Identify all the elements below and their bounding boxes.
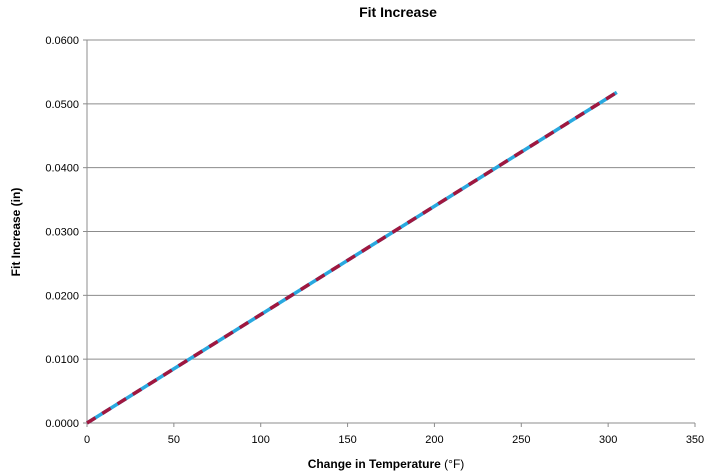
gridlines	[87, 39, 695, 360]
chart-title: Fit Increase	[359, 4, 437, 20]
y-tick-label: 0.0100	[45, 354, 79, 366]
x-axis-unit: (°F)	[444, 457, 464, 471]
series-line-2	[86, 90, 618, 425]
x-tick-label: 300	[599, 434, 617, 446]
axes	[83, 39, 696, 427]
x-axis-label-text: Change in Temperature	[308, 457, 441, 471]
x-tick-label: 200	[425, 434, 443, 446]
x-tick-label: 50	[168, 434, 180, 446]
x-tick-label: 350	[686, 434, 704, 446]
y-tick-label: 0.0200	[45, 290, 79, 302]
x-tick-label: 100	[252, 434, 270, 446]
y-tick-label: 0.0500	[45, 99, 79, 111]
y-tick-labels: 0.0000 0.0100 0.0200 0.0300 0.0400 0.0500 0.06…	[45, 35, 79, 430]
x-tick-label: 250	[512, 434, 530, 446]
x-tick-label: 150	[338, 434, 356, 446]
x-axis-label: Change in Temperature (°F)	[308, 457, 465, 471]
x-tick-labels: 0 50 100 150 200 250 300 350	[84, 434, 704, 446]
x-tick-label: 0	[84, 434, 90, 446]
series-lines	[86, 90, 618, 425]
y-tick-label: 0.0400	[45, 163, 79, 175]
y-axis-label: Fit Increase (in)	[9, 188, 23, 277]
y-tick-label: 0.0000	[45, 418, 79, 430]
y-tick-label: 0.0300	[45, 227, 79, 239]
y-tick-label: 0.0600	[45, 35, 79, 47]
